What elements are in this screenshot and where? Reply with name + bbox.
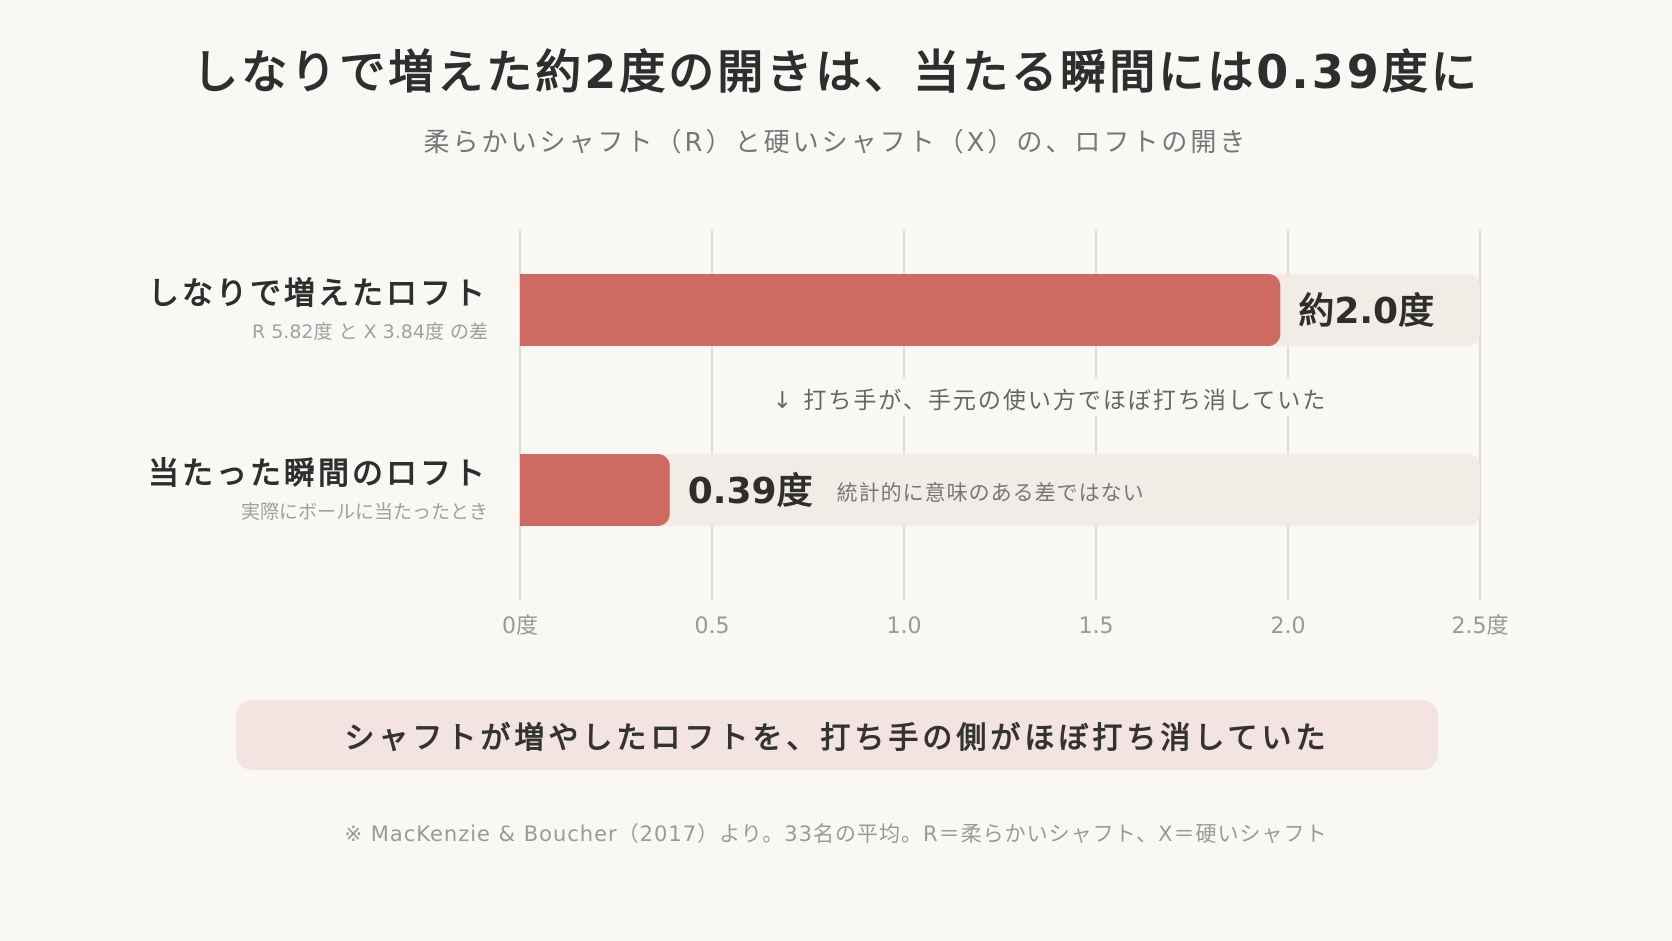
bar [520,454,670,526]
bar-track [520,454,1480,526]
x-tick-label: 0度 [502,614,538,639]
annotation-background [762,378,1338,416]
bar [520,274,1281,346]
x-tick-label: 2.5度 [1452,614,1509,639]
conclusion-callout: シャフトが増やしたロフトを、打ち手の側がほぼ打ち消していた [236,700,1438,770]
category-sublabel: 実際にボールに当たったとき [241,501,488,523]
x-tick-label: 2.0 [1271,614,1306,639]
bar-value-label: 0.39度 [688,471,813,512]
bar-value-label: 約2.0度 [1298,291,1434,332]
bar-chart: 0度 0.5 1.0 1.5 2.0 2.5度 約2.0度 しなりで増えたロフト R 5.82度… [148,230,1509,639]
x-tick-label: 1.5 [1079,614,1114,639]
bar-left-edge [520,274,534,346]
x-tick-label: 1.0 [887,614,922,639]
bar-left-edge [520,454,534,526]
source-footnote: ※ MacKenzie & Boucher（2017）より。33名の平均。R＝柔… [344,822,1328,846]
x-tick-label: 0.5 [695,614,730,639]
category-label: 当たった瞬間のロフト [148,456,488,492]
annotation-text: ↓ 打ち手が、手元の使い方でほぼ打ち消していた [773,388,1327,414]
category-label: しなりで増えたロフト [148,276,488,312]
chart-title: しなりで増えた約2度の開きは、当たる瞬間には0.39度に [192,45,1480,99]
chart-subtitle: 柔らかいシャフト（R）と硬いシャフト（X）の、ロフトの開き [423,128,1249,158]
bar-note: 統計的に意味のある差ではない [837,481,1145,505]
category-sublabel: R 5.82度 と X 3.84度 の差 [252,321,488,343]
